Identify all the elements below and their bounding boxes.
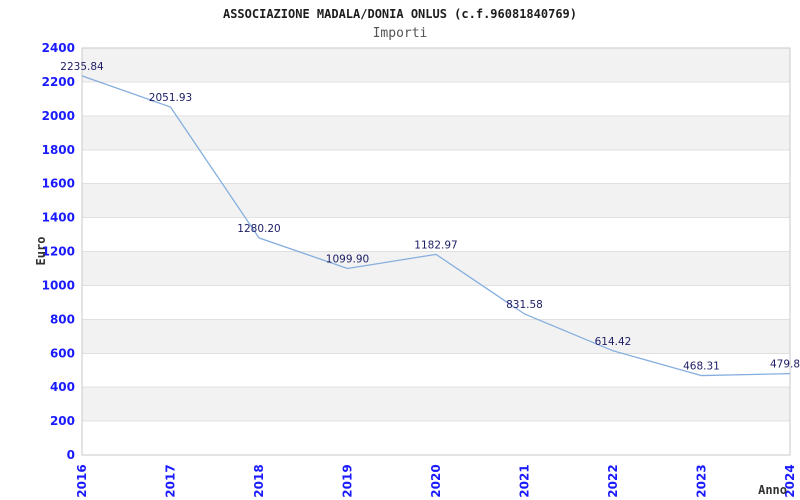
plot-band <box>82 183 790 218</box>
data-point-label: 1280.20 <box>237 223 280 235</box>
plot-band <box>82 115 790 150</box>
x-tick-label: 2023 <box>695 464 709 497</box>
chart-title: ASSOCIAZIONE MADALA/DONIA ONLUS (c.f.960… <box>222 7 577 21</box>
data-point-label: 468.31 <box>683 361 720 373</box>
x-tick-label: 2017 <box>164 464 178 497</box>
y-tick-label: 2000 <box>42 109 75 123</box>
y-tick-label: 600 <box>50 346 75 360</box>
plot-band <box>82 353 790 388</box>
y-tick-label: 1800 <box>42 143 75 157</box>
x-tick-label: 2021 <box>518 464 532 497</box>
data-point-label: 479.8 <box>770 359 800 371</box>
x-tick-label: 2024 <box>783 464 797 497</box>
x-tick-label: 2019 <box>341 464 355 497</box>
data-point-label: 614.42 <box>595 336 632 348</box>
y-tick-label: 2400 <box>42 41 75 55</box>
plot-band <box>82 421 790 455</box>
x-tick-label: 2022 <box>606 464 620 497</box>
plot-band <box>82 285 790 320</box>
data-point-label: 1099.90 <box>326 253 369 265</box>
data-point-label: 2051.93 <box>149 92 192 104</box>
y-tick-label: 200 <box>50 414 75 428</box>
data-point-label: 1182.97 <box>414 239 457 251</box>
chart-subtitle: Importi <box>372 26 428 41</box>
x-tick-label: 2018 <box>252 464 266 497</box>
data-point-label: 831.58 <box>506 299 543 311</box>
plot-band <box>82 48 790 82</box>
y-tick-label: 0 <box>67 448 75 462</box>
x-axis-title: Anno <box>758 483 787 497</box>
y-tick-label: 2200 <box>42 75 75 89</box>
x-tick-label: 2016 <box>75 464 89 497</box>
y-axis-title: Euro <box>34 236 48 266</box>
plot-band <box>82 81 790 116</box>
x-tick-label: 2020 <box>429 464 443 497</box>
y-tick-label: 800 <box>50 312 75 326</box>
plot-band <box>82 251 790 286</box>
plot-band <box>82 387 790 422</box>
y-tick-label: 1400 <box>42 211 75 225</box>
plot-border <box>81 47 791 456</box>
plot-band <box>82 319 790 354</box>
data-line <box>81 75 791 377</box>
plot-band <box>82 217 790 252</box>
y-tick-label: 1600 <box>42 177 75 191</box>
plot-band <box>82 149 790 184</box>
data-point-label: 2235.84 <box>60 61 104 73</box>
y-tick-label: 1200 <box>42 245 75 259</box>
y-tick-label: 1000 <box>42 278 75 292</box>
y-tick-label: 400 <box>50 380 75 394</box>
